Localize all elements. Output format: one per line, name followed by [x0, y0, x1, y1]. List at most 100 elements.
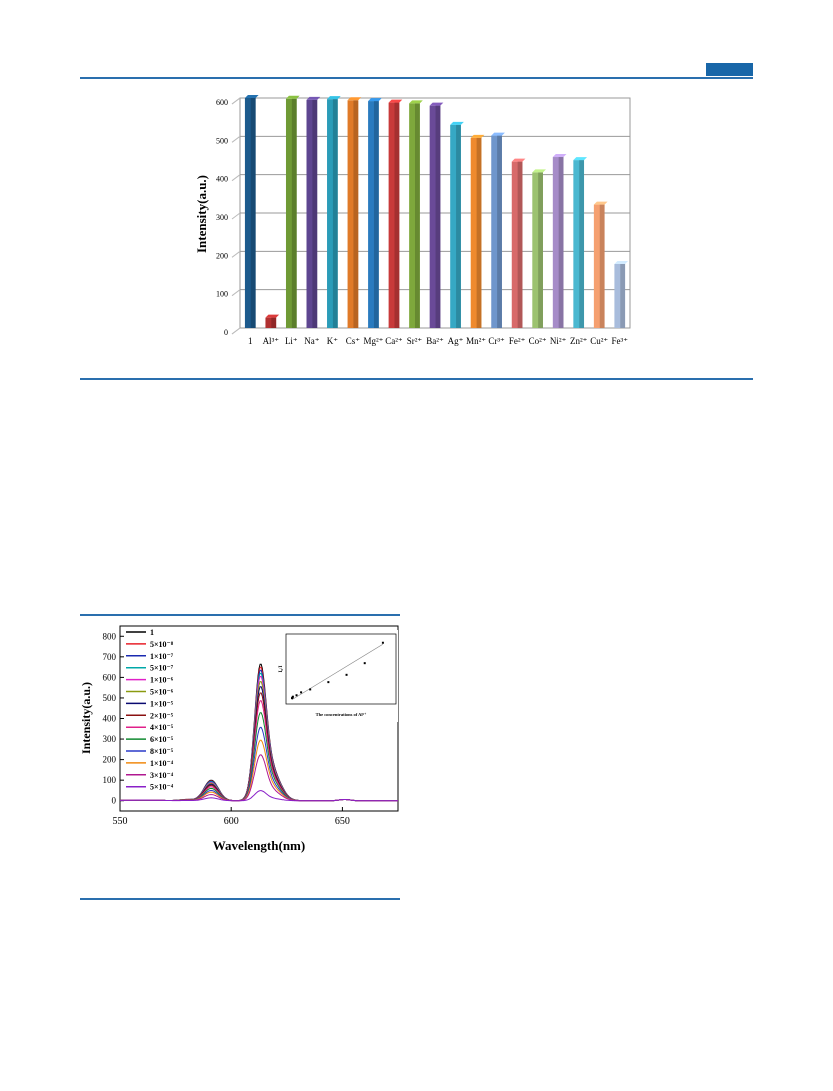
bar: [511, 158, 526, 328]
bar: [388, 99, 403, 328]
bar-gridline-depth: [231, 250, 241, 258]
bar: [347, 97, 362, 328]
line-chart-legend: 1 5×10⁻⁸ 1×10⁻⁷ 5×10⁻⁷ 1×10⁻⁶ 5×10⁻⁶ 1×10⁻⁵ 2×1…: [126, 628, 174, 792]
figure-2-top-rule: [80, 614, 400, 616]
bar: [491, 132, 505, 328]
bar-x-tick-label: Mn²⁺: [466, 336, 486, 346]
inset-y-axis-label: I₀/I: [279, 666, 284, 673]
line-chart-y-ticks: 0 100 200 300 400 500 600 700 800: [103, 631, 124, 806]
bar-x-tick-label: Cu²⁺: [590, 336, 608, 346]
bar: [429, 102, 444, 329]
legend-label: 2×10⁻⁵: [150, 711, 174, 720]
line-chart-y-axis-label: Intensity(a.u.): [79, 682, 93, 754]
bar-x-tick-label: Cs⁺: [346, 336, 361, 346]
bar-gridline-depth: [231, 97, 241, 105]
bar: [593, 201, 608, 328]
bar: [409, 100, 423, 328]
inset-point: [345, 673, 348, 676]
legend-label: 1×10⁻⁷: [150, 652, 174, 661]
legend-label: 1×10⁻⁴: [150, 759, 174, 768]
bar-y-tick-label: 300: [216, 213, 228, 222]
bar-y-tick-label: 200: [216, 251, 228, 260]
bar: [532, 169, 546, 328]
bar-x-tick-label: Al³⁺: [263, 336, 280, 346]
bar: [244, 95, 259, 328]
line-y-tick-label: 600: [103, 672, 117, 682]
legend-label: 1×10⁻⁶: [150, 676, 174, 685]
bar-y-tick-label: 0: [224, 328, 228, 337]
bar-x-tick-label: Co²⁺: [529, 336, 547, 346]
bar-gridline-depth: [231, 327, 241, 335]
legend-label: 5×10⁻⁷: [150, 664, 174, 673]
bar: [573, 157, 588, 328]
bar-chart-y-ticks: 0 100 200 300 400 500 600: [216, 98, 228, 337]
legend-label: 5×10⁻⁴: [150, 783, 174, 792]
bar-x-tick-label: Na⁺: [304, 336, 319, 346]
legend-label: 5×10⁻⁶: [150, 688, 174, 697]
legend-label: 3×10⁻⁴: [150, 771, 174, 780]
legend-label: 8×10⁻⁵: [150, 747, 174, 756]
inset-fit-line: [291, 643, 384, 700]
line-x-tick-label: 650: [335, 816, 350, 827]
bar: [265, 314, 280, 328]
legend-label: 1×10⁻⁵: [150, 699, 174, 708]
bar: [614, 260, 629, 328]
bar-x-tick-label: Cr³⁺: [488, 336, 505, 346]
bar-y-tick-label: 600: [216, 98, 228, 107]
bar-gridline-depth: [231, 289, 241, 297]
inset-point: [381, 641, 384, 644]
inset-point: [295, 694, 298, 697]
inset-point: [291, 695, 294, 698]
line-y-tick-label: 200: [103, 755, 117, 765]
bar-x-tick-label: Ni²⁺: [550, 336, 567, 346]
inset-point: [363, 662, 366, 665]
bar-gridline-depth: [231, 212, 241, 220]
bar-chart-x-ticks: 1 Al³⁺ Li⁺ Na⁺ K⁺ Cs⁺ Mg²⁺ Ca²⁺ Sr²⁺ Ba²⁺ Ag⁺ Mn²⁺ C…: [248, 336, 628, 346]
bar: [327, 96, 341, 329]
emission-spectra-line-chart: 0 100 200 300 400 500 600 700 800 550 600 650 1 5×1…: [79, 625, 399, 853]
bar-x-tick-label: Ba²⁺: [426, 336, 444, 346]
inset-frame: [285, 633, 397, 705]
bar: [306, 96, 321, 329]
line-y-tick-label: 800: [103, 631, 117, 641]
ion-selectivity-bar-chart: 0 100 200 300 400 500 600 1 Al³⁺ Li⁺ Na⁺ K⁺ Cs⁺ Mg²⁺…: [194, 95, 631, 346]
inset-x-axis-label: The concentrations of Al³⁺: [316, 712, 367, 717]
bar-chart-bars: [244, 95, 629, 329]
line-x-tick-label: 550: [113, 816, 128, 827]
bar-x-tick-label: K⁺: [327, 336, 338, 346]
bar: [470, 134, 485, 328]
page-tab-marker: [706, 63, 753, 76]
line-chart-x-axis-label: Wavelength(nm): [213, 838, 305, 853]
bar-x-tick-label: Fe²⁺: [509, 336, 526, 346]
bar: [368, 98, 382, 328]
inset-point: [327, 681, 330, 684]
bar-x-tick-label: Mg²⁺: [363, 336, 383, 346]
bar-y-tick-label: 100: [216, 290, 228, 299]
figure-1-bottom-rule: [80, 378, 753, 380]
line-chart-curves: [120, 663, 398, 802]
inset-point: [300, 691, 303, 694]
bar-y-tick-label: 500: [216, 136, 228, 145]
line-y-tick-label: 300: [103, 734, 117, 744]
inset-scatter-plot: The concentrations of Al³⁺ I₀/I: [279, 630, 398, 722]
legend-label: 1: [150, 628, 154, 637]
bar-x-tick-label: Li⁺: [285, 336, 298, 346]
legend-label: 6×10⁻⁵: [150, 735, 174, 744]
bar: [285, 95, 300, 328]
line-chart-x-ticks: 550 600 650: [113, 807, 350, 827]
line-y-tick-label: 500: [103, 693, 117, 703]
legend-label: 4×10⁻⁵: [150, 723, 174, 732]
line-y-tick-label: 400: [103, 714, 117, 724]
line-x-tick-label: 600: [224, 816, 239, 827]
bar-x-tick-label: Ag⁺: [448, 336, 464, 346]
bar-y-tick-label: 400: [216, 175, 228, 184]
bar-gridline-depth: [231, 174, 241, 182]
bar-x-tick-label: Sr²⁺: [407, 336, 423, 346]
bar-x-tick-label: 1: [248, 336, 253, 346]
bar-x-tick-label: Zn²⁺: [570, 336, 588, 346]
spectrum-line: [120, 790, 398, 802]
bar: [450, 121, 464, 328]
bar-gridline-depth: [231, 135, 241, 143]
bar-x-tick-label: Ca²⁺: [385, 336, 403, 346]
figure-2-bottom-rule: [80, 898, 400, 900]
